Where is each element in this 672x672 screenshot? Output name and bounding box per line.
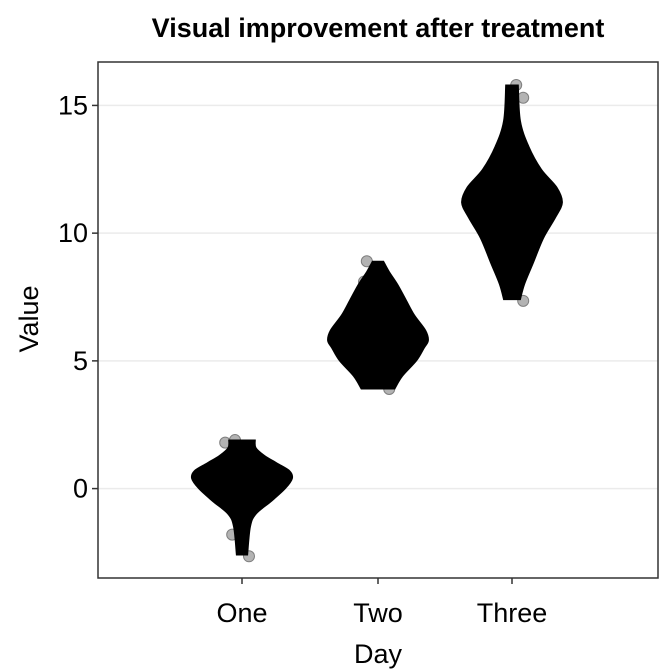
violin-three (461, 84, 563, 301)
y-axis-title: Value (14, 285, 44, 352)
chart-title: Visual improvement after treatment (152, 13, 605, 43)
x-tick-label-one: One (216, 598, 267, 628)
y-axis-ticks: 0 5 10 15 (58, 90, 98, 504)
grid-lines (98, 104, 658, 490)
x-axis-title: Day (354, 639, 403, 669)
x-tick-label-three: Three (477, 598, 548, 628)
x-axis-ticks: One Two Three (216, 578, 547, 628)
x-tick-label-two: Two (353, 598, 403, 628)
violin-one (190, 439, 294, 556)
violins (190, 84, 563, 556)
y-tick-label: 5 (73, 346, 88, 376)
y-tick-label: 0 (73, 474, 88, 504)
violin-two (327, 260, 429, 390)
y-tick-label: 15 (58, 90, 88, 120)
y-tick-label: 10 (58, 218, 88, 248)
